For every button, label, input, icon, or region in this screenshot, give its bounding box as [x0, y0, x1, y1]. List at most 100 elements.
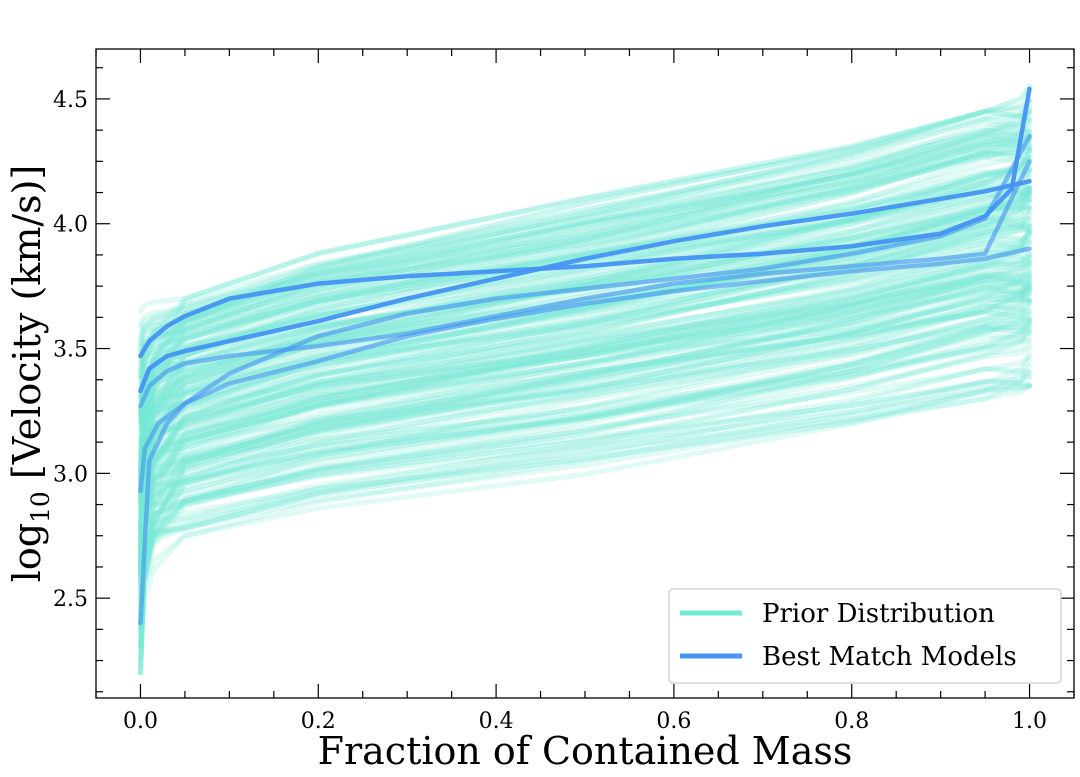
prior-distribution-line: [138, 110, 1032, 328]
prior-distribution-line: [138, 83, 1032, 400]
axis-ticks: 0.0 0.2 0.4 0.6 0.8 1.0 2.5 3.0 3.5 4.0 4.5: [53, 49, 1075, 734]
prior-distribution-line: [138, 366, 1032, 561]
legend-label-prior: Prior Distribution: [762, 599, 995, 629]
y-axis-title-rest: [Velocity (km/s)]: [5, 165, 49, 491]
prior-distribution-lines: [138, 83, 1032, 676]
prior-distribution-line: [138, 132, 1032, 488]
x-tick-label: 1.0: [1012, 709, 1047, 734]
prior-distribution-line: [138, 132, 1032, 478]
prior-distribution-line: [138, 116, 1032, 395]
prior-distribution-line: [138, 120, 1032, 507]
prior-distribution-line: [138, 276, 1032, 664]
prior-distribution-line: [138, 383, 1032, 634]
best-match-lines: [138, 86, 1032, 626]
prior-distribution-line: [138, 204, 1032, 417]
y-tick-label: 3.5: [53, 338, 88, 363]
prior-distribution-line: [138, 276, 1032, 464]
prior-distribution-line: [138, 142, 1032, 330]
prior-distribution-line: [138, 138, 1032, 360]
y-tick-label: 3.0: [53, 462, 88, 487]
prior-distribution-line: [138, 108, 1032, 314]
prior-distribution-line: [138, 123, 1032, 340]
prior-distribution-line: [138, 168, 1032, 374]
prior-distribution-line: [138, 117, 1032, 372]
prior-distribution-line: [138, 104, 1032, 402]
x-tick-label: 0.4: [479, 709, 514, 734]
prior-distribution-line: [138, 216, 1032, 419]
prior-distribution-line: [138, 273, 1032, 513]
prior-distribution-line: [138, 327, 1032, 536]
prior-distribution-line: [138, 351, 1032, 626]
prior-distribution-line: [138, 83, 1032, 346]
prior-distribution-line: [138, 282, 1032, 676]
prior-distribution-line: [138, 227, 1032, 447]
prior-distribution-line: [138, 254, 1032, 470]
prior-distribution-line: [138, 171, 1032, 459]
prior-distribution-line: [138, 136, 1032, 560]
prior-distribution-line: [138, 286, 1032, 676]
prior-distribution-line: [138, 310, 1032, 444]
best-match-line: [138, 246, 1032, 626]
prior-distribution-line: [138, 211, 1032, 494]
prior-distribution-line: [138, 106, 1032, 529]
prior-distribution-line: [138, 165, 1032, 399]
prior-distribution-line: [138, 281, 1032, 469]
y-tick-label: 4.0: [53, 213, 88, 238]
prior-distribution-line: [138, 143, 1032, 411]
y-tick-label: 2.5: [53, 587, 88, 612]
prior-distribution-line: [138, 373, 1032, 550]
prior-distribution-line: [138, 153, 1032, 472]
x-tick-label: 0.8: [834, 709, 869, 734]
legend-box: [668, 588, 1062, 684]
prior-distribution-line: [138, 346, 1032, 626]
prior-distribution-line: [138, 193, 1032, 488]
prior-distribution-line: [138, 185, 1032, 498]
prior-distribution-line: [138, 98, 1032, 505]
prior-distribution-line: [138, 322, 1032, 553]
prior-distribution-line: [138, 369, 1032, 544]
prior-distribution-line: [138, 316, 1032, 649]
prior-distribution-line: [138, 363, 1032, 574]
prior-distribution-line: [138, 291, 1032, 627]
y-tick-label: 4.5: [53, 88, 88, 113]
prior-distribution-line: [138, 343, 1032, 567]
prior-distribution-line: [138, 146, 1032, 384]
prior-distribution-line: [138, 150, 1032, 365]
prior-distribution-line: [138, 366, 1032, 534]
y-axis-title: log10 [Velocity (km/s)]: [5, 165, 55, 583]
prior-distribution-line: [138, 325, 1032, 649]
prior-distribution-line: [138, 325, 1032, 582]
x-tick-label: 0.0: [123, 709, 158, 734]
prior-distribution-line: [138, 109, 1032, 417]
prior-distribution-line: [138, 290, 1032, 618]
prior-distribution-line: [138, 378, 1032, 626]
prior-distribution-line: [138, 296, 1032, 621]
prior-distribution-line: [138, 317, 1032, 548]
prior-distribution-line: [138, 154, 1032, 348]
prior-distribution-line: [138, 357, 1032, 660]
prior-distribution-line: [138, 97, 1032, 336]
y-axis-title-subscript: 10: [26, 491, 55, 523]
best-match-line: [138, 134, 1032, 494]
prior-distribution-line: [138, 149, 1032, 550]
prior-distribution-line: [138, 378, 1032, 553]
prior-distribution-line: [138, 236, 1032, 400]
prior-distribution-line: [138, 222, 1032, 428]
prior-distribution-line: [138, 383, 1032, 544]
prior-distribution-line: [138, 131, 1032, 467]
prior-distribution-line: [138, 232, 1032, 443]
prior-distribution-line: [138, 111, 1032, 351]
y-axis-title-log: log: [5, 523, 49, 582]
prior-distribution-line: [138, 165, 1032, 540]
x-tick-label: 0.2: [301, 709, 336, 734]
prior-distribution-line: [138, 116, 1032, 409]
prior-distribution-line: [138, 147, 1032, 345]
x-axis-title: Fraction of Contained Mass: [318, 729, 853, 773]
prior-distribution-line: [138, 296, 1032, 676]
legend-label-best: Best Match Models: [762, 642, 1017, 672]
prior-distribution-line: [138, 382, 1032, 547]
prior-distribution-line: [138, 276, 1032, 470]
prior-distribution-line: [138, 297, 1032, 649]
prior-distribution-line: [138, 284, 1032, 643]
